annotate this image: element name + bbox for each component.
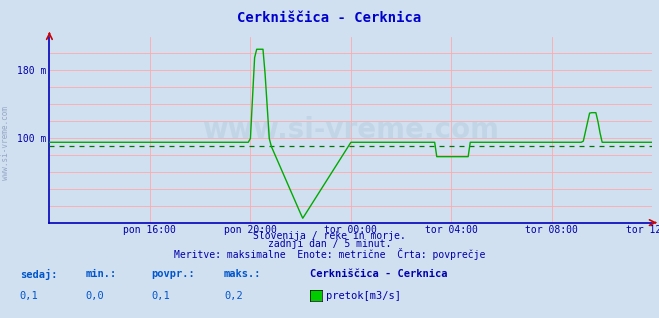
Text: Cerkniščica - Cerknica: Cerkniščica - Cerknica [310, 269, 447, 279]
Text: 0,1: 0,1 [20, 291, 38, 301]
Text: 0,0: 0,0 [86, 291, 104, 301]
Text: sedaj:: sedaj: [20, 269, 57, 280]
Text: povpr.:: povpr.: [152, 269, 195, 279]
Text: zadnji dan / 5 minut.: zadnji dan / 5 minut. [268, 239, 391, 249]
Text: 0,2: 0,2 [224, 291, 243, 301]
Text: Meritve: maksimalne  Enote: metrične  Črta: povprečje: Meritve: maksimalne Enote: metrične Črta… [174, 248, 485, 260]
Text: maks.:: maks.: [224, 269, 262, 279]
Text: www.si-vreme.com: www.si-vreme.com [202, 115, 500, 144]
Text: pretok[m3/s]: pretok[m3/s] [326, 291, 401, 301]
Text: Cerkniščica - Cerknica: Cerkniščica - Cerknica [237, 11, 422, 25]
Text: 0,1: 0,1 [152, 291, 170, 301]
Text: Slovenija / reke in morje.: Slovenija / reke in morje. [253, 231, 406, 240]
Text: www.si-vreme.com: www.si-vreme.com [1, 106, 10, 180]
Text: min.:: min.: [86, 269, 117, 279]
